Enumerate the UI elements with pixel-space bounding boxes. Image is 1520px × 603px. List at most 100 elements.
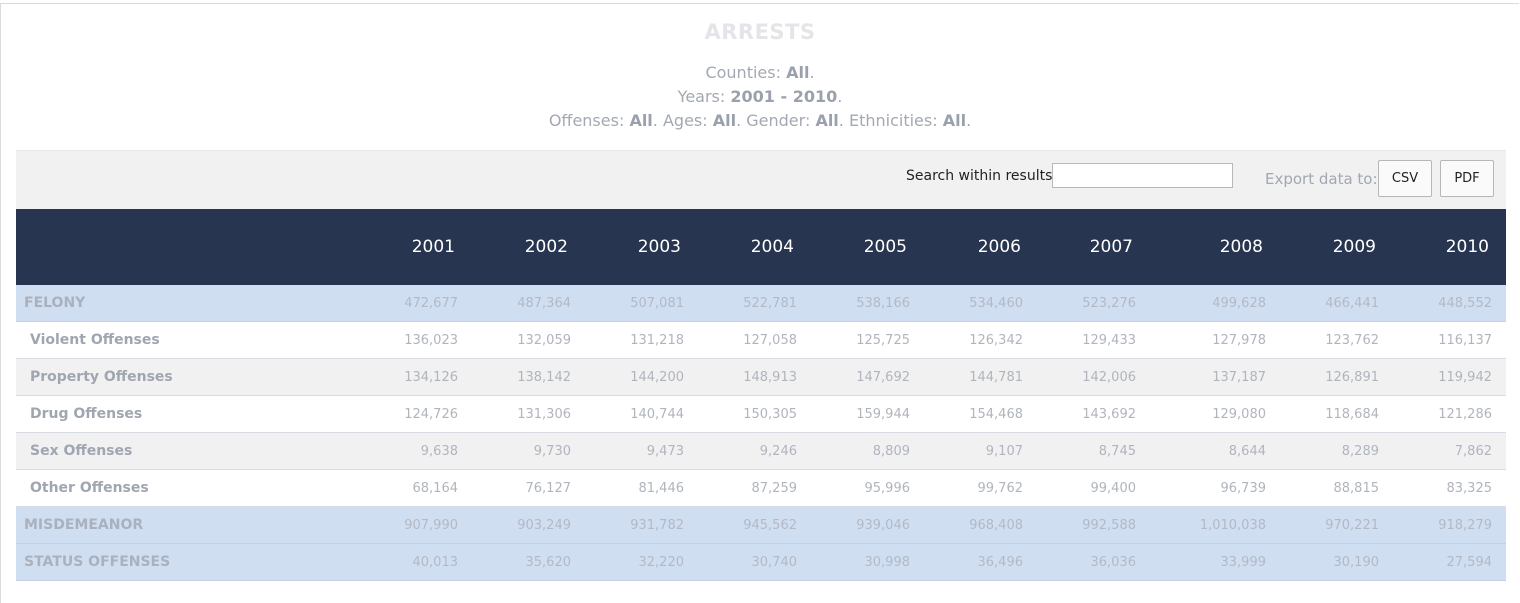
table-cell: 143,692 xyxy=(1082,407,1136,422)
table-cell: 918,279 xyxy=(1438,518,1492,533)
row-label: MISDEMEANOR xyxy=(24,517,144,533)
table-cell: 970,221 xyxy=(1325,518,1379,533)
row-label: STATUS OFFENSES xyxy=(24,554,171,570)
search-label: Search within results: xyxy=(906,168,1058,184)
table-cell: 126,342 xyxy=(969,333,1023,348)
table-row: Violent Offenses 136,023 132,059 131,218 127… xyxy=(16,322,1506,359)
table-cell: 129,433 xyxy=(1082,333,1136,348)
row-label: Other Offenses xyxy=(30,480,149,496)
table-cell: 939,046 xyxy=(856,518,910,533)
table-cell: 32,220 xyxy=(638,555,685,570)
table-cell: 136,023 xyxy=(404,333,458,348)
counties-value: All xyxy=(786,63,810,82)
table-cell: 8,644 xyxy=(1228,444,1266,459)
ages-label: Ages: xyxy=(662,111,708,130)
table-cell: 132,059 xyxy=(517,333,571,348)
table-cell: 125,725 xyxy=(856,333,910,348)
column-header-2005[interactable]: 2005 xyxy=(863,237,907,257)
table-cell: 81,446 xyxy=(638,481,685,496)
table-cell: 134,126 xyxy=(404,370,458,385)
table-cell: 35,620 xyxy=(525,555,572,570)
column-header-2010[interactable]: 2010 xyxy=(1445,237,1489,257)
table-cell: 116,137 xyxy=(1438,333,1492,348)
table-cell: 472,677 xyxy=(404,296,458,311)
offenses-value: All xyxy=(629,111,653,130)
table-row: FELONY 472,677 487,364 507,081 522,781 538,16… xyxy=(16,285,1506,322)
years-value: 2001 - 2010 xyxy=(730,87,838,106)
filter-details: Offenses: All. Ages: All. Gender: All. E… xyxy=(548,111,972,130)
table-cell: 9,730 xyxy=(533,444,571,459)
ethnicities-value: All xyxy=(942,111,967,130)
table-cell: 131,218 xyxy=(630,333,684,348)
table-cell: 99,762 xyxy=(977,481,1024,496)
table-cell: 150,305 xyxy=(743,407,797,422)
table-cell: 903,249 xyxy=(517,518,571,533)
search-input[interactable] xyxy=(1052,163,1233,188)
table-cell: 992,588 xyxy=(1082,518,1136,533)
table-row: Drug Offenses 124,726 131,306 140,744 150,30… xyxy=(16,396,1506,433)
column-header-2004[interactable]: 2004 xyxy=(750,237,794,257)
table-cell: 36,036 xyxy=(1090,555,1137,570)
offenses-label: Offenses: xyxy=(548,111,625,130)
column-header-2001[interactable]: 2001 xyxy=(411,237,455,257)
table-cell: 8,289 xyxy=(1341,444,1379,459)
table-row: STATUS OFFENSES 40,013 35,620 32,220 30,740 3… xyxy=(16,544,1506,581)
table-cell: 30,998 xyxy=(864,555,911,570)
export-pdf-button[interactable]: PDF xyxy=(1440,160,1494,197)
table-cell: 9,246 xyxy=(759,444,797,459)
filter-counties: Counties: All. xyxy=(705,63,815,82)
table-cell: 507,081 xyxy=(630,296,684,311)
table-cell: 499,628 xyxy=(1212,296,1266,311)
table-cell: 40,013 xyxy=(412,555,459,570)
row-label: Violent Offenses xyxy=(30,332,160,348)
column-header-2002[interactable]: 2002 xyxy=(524,237,568,257)
table-cell: 36,496 xyxy=(977,555,1024,570)
export-csv-button[interactable]: CSV xyxy=(1378,160,1432,197)
table-cell: 142,006 xyxy=(1082,370,1136,385)
table-cell: 127,978 xyxy=(1212,333,1266,348)
row-label: Drug Offenses xyxy=(30,406,143,422)
table-cell: 124,726 xyxy=(404,407,458,422)
filter-years: Years: 2001 - 2010. xyxy=(677,87,843,106)
table-cell: 8,809 xyxy=(872,444,910,459)
table-cell: 99,400 xyxy=(1090,481,1137,496)
table-cell: 138,142 xyxy=(517,370,571,385)
table-row: Other Offenses 68,164 76,127 81,446 87,259 95… xyxy=(16,470,1506,507)
column-header-2003[interactable]: 2003 xyxy=(637,237,681,257)
counties-label: Counties: xyxy=(705,63,781,82)
table-cell: 83,325 xyxy=(1446,481,1493,496)
ages-value: All xyxy=(712,111,737,130)
table-cell: 118,684 xyxy=(1325,407,1379,422)
table-cell: 127,058 xyxy=(743,333,797,348)
table-cell: 522,781 xyxy=(743,296,797,311)
ethnicities-label: Ethnicities: xyxy=(848,111,938,130)
table-cell: 534,460 xyxy=(969,296,1023,311)
table-cell: 9,638 xyxy=(420,444,458,459)
table-cell: 154,468 xyxy=(969,407,1023,422)
table-cell: 487,364 xyxy=(517,296,571,311)
table-cell: 123,762 xyxy=(1325,333,1379,348)
column-header-2006[interactable]: 2006 xyxy=(977,237,1021,257)
table-cell: 9,473 xyxy=(646,444,684,459)
column-header-2007[interactable]: 2007 xyxy=(1089,237,1133,257)
table-cell: 30,740 xyxy=(751,555,798,570)
export-label: Export data to: xyxy=(1265,170,1378,188)
arrests-table: 2001 2002 2003 2004 2005 2006 2007 2008 2009 2010… xyxy=(16,209,1506,581)
page-title: ARRESTS xyxy=(704,20,816,44)
row-label: Property Offenses xyxy=(30,369,173,385)
column-header-2009[interactable]: 2009 xyxy=(1332,237,1376,257)
gender-label: Gender: xyxy=(746,111,811,130)
table-cell: 523,276 xyxy=(1082,296,1136,311)
table-cell: 68,164 xyxy=(412,481,459,496)
table-cell: 147,692 xyxy=(856,370,910,385)
row-label: FELONY xyxy=(24,295,86,311)
table-row: Property Offenses 134,126 138,142 144,200 14… xyxy=(16,359,1506,396)
column-header-2008[interactable]: 2008 xyxy=(1219,237,1263,257)
table-cell: 538,166 xyxy=(856,296,910,311)
table-cell: 88,815 xyxy=(1333,481,1380,496)
table-cell: 126,891 xyxy=(1325,370,1379,385)
table-cell: 945,562 xyxy=(743,518,797,533)
table-cell: 76,127 xyxy=(525,481,572,496)
table-cell: 1,010,038 xyxy=(1199,518,1266,533)
table-body: FELONY 472,677 487,364 507,081 522,781 538,16… xyxy=(16,285,1506,581)
